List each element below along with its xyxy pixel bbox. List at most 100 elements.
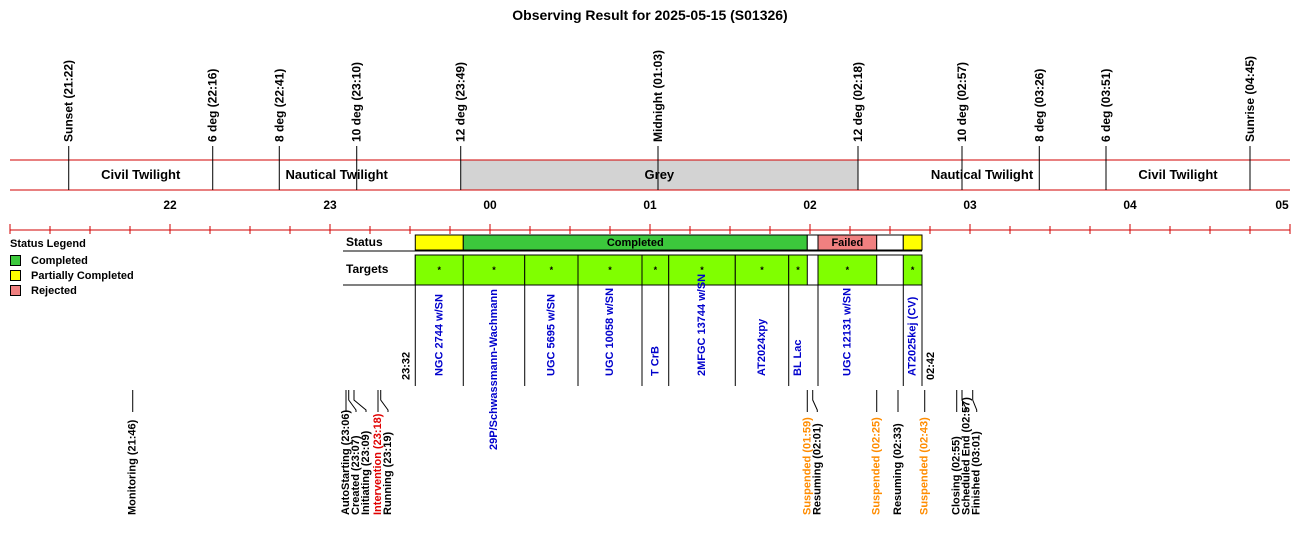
target-name-2mfgc-13744-w-sn: 2MFGC 13744 w/SN (696, 274, 708, 376)
target-marker: * (700, 265, 704, 275)
event-label-autostarting-23-06: AutoStarting (23:06) (340, 410, 352, 515)
target-name-at2025kej-cv: AT2025kej (CV) (907, 296, 919, 376)
event-label-finished-03-01: Finished (03:01) (971, 431, 983, 515)
legend-label-completed: Completed (31, 254, 88, 267)
status-segment-label-completed: Completed (607, 237, 664, 249)
event-log: Monitoring (21:46) AutoStarting (23:06)Cr… (127, 390, 983, 515)
time-mark-label-4: 12 deg (23:49) (454, 62, 468, 142)
target-block-t-crb (641, 254, 670, 286)
target-marker: * (796, 265, 800, 275)
time-marks: Sunset (21:22) 6 deg (22:16) 8 deg (22:41)… (62, 50, 1257, 190)
target-name-ugc-10058-w-sn: UGC 10058 w/SN (604, 288, 616, 376)
event-connector (380, 390, 389, 412)
event-label-monitoring-21-46: Monitoring (21:46) (127, 419, 139, 515)
target-start-time: 23:32 (400, 352, 412, 380)
axis-tick-label-22: 22 (163, 198, 177, 212)
target-marker: * (846, 265, 850, 275)
legend-item-rejected: Rejected (10, 283, 134, 298)
target-block-29p-schwassmann-wachmann (462, 254, 526, 286)
axis-tick-label-05: 05 (1275, 198, 1289, 212)
twilight-periods: Civil Twilight Nautical Twilight Grey Nauti… (10, 159, 1290, 191)
time-mark-label-9: 6 deg (03:51) (1099, 69, 1113, 142)
target-marker: * (438, 265, 442, 275)
target-name-at2024xpy: AT2024xpy (756, 318, 768, 376)
time-mark-label-10: Sunrise (04:45) (1243, 56, 1257, 142)
event-connector (812, 390, 818, 412)
period-label-civil-twilight: Civil Twilight (101, 167, 181, 182)
target-name-ugc-5695-w-sn: UGC 5695 w/SN (545, 294, 557, 376)
event-label-suspended-02-43: Suspended (02:43) (919, 417, 931, 515)
period-label-civil-twilight: Civil Twilight (1138, 167, 1218, 182)
target-marker: * (760, 265, 764, 275)
target-block-at2025kej-cv (902, 254, 923, 286)
target-marker: * (550, 265, 554, 275)
target-name-29p-schwassmann-wachmann: 29P/Schwassmann-Wachmann (488, 289, 500, 450)
status-legend: Status Legend Completed Partially Comple… (10, 238, 134, 298)
event-label-scheduled-end-02-57: Scheduled End (02:57) (961, 397, 973, 515)
target-marker: * (608, 265, 612, 275)
event-connector (972, 390, 978, 412)
target-name-t-crb: T CrB (649, 346, 661, 376)
target-name-ngc-2744-w-sn: NGC 2744 w/SN (433, 294, 445, 376)
time-mark-label-3: 10 deg (23:10) (350, 62, 364, 142)
legend-item-completed: Completed (10, 253, 134, 268)
status-segment-empty (876, 234, 904, 251)
event-label-initiating-23-09: Initiating (23:09) (360, 430, 372, 515)
target-marker: * (492, 265, 496, 275)
time-mark-label-1: 6 deg (22:16) (206, 69, 220, 142)
target-marker: * (911, 265, 915, 275)
diagram-title: Observing Result for 2025-05-15 (S01326) (512, 7, 787, 23)
event-label-created-23-07: Created (23:07) (350, 435, 362, 515)
period-label-grey: Grey (645, 167, 675, 182)
period-label-nautical-twilight: Nautical Twilight (931, 167, 1034, 182)
event-label-suspended-01-59: Suspended (01:59) (801, 417, 813, 515)
status-segment-partial (902, 234, 923, 251)
target-marker: * (654, 265, 658, 275)
targets-row: Targets * NGC 2744 w/SN * 29P/Schwassmann-Wa… (343, 254, 937, 450)
targets-row-label: Targets (346, 262, 389, 276)
legend-label-partial: Partially Completed (31, 269, 134, 282)
grey-period-fill (460, 160, 858, 190)
event-label-closing-02-55: Closing (02:55) (951, 436, 963, 515)
legend-swatch-completed (10, 255, 21, 266)
status-row: Status Completed Failed (343, 234, 923, 252)
axis-tick-label-03: 03 (963, 198, 977, 212)
axis-tick-label-01: 01 (643, 198, 657, 212)
target-block-2mfgc-13744-w-sn (668, 254, 736, 286)
target-block-ugc-12131-w-sn (817, 254, 878, 286)
target-block-ugc-10058-w-sn (577, 254, 643, 286)
status-legend-title: Status Legend (10, 238, 86, 250)
status-row-label: Status (346, 235, 383, 249)
legend-swatch-rejected (10, 285, 21, 296)
period-label-nautical-twilight: Nautical Twilight (286, 167, 389, 182)
event-label-resuming-02-01: Resuming (02:01) (811, 423, 823, 515)
target-name-bl-lac: BL Lac (792, 340, 804, 376)
axis-tick-label-23: 23 (323, 198, 337, 212)
axis-tick-label-04: 04 (1123, 198, 1137, 212)
target-block-ngc-2744-w-sn (414, 254, 464, 286)
event-label-intervention-23-18: Intervention (23:18) (372, 413, 384, 515)
time-mark-label-7: 10 deg (02:57) (955, 62, 969, 142)
legend-item-partial: Partially Completed (10, 268, 134, 283)
time-mark-label-8: 8 deg (03:26) (1032, 69, 1046, 142)
target-end-time: 02:42 (925, 352, 937, 380)
target-name-ugc-12131-w-sn: UGC 12131 w/SN (841, 288, 853, 376)
legend-swatch-partial (10, 270, 21, 281)
event-connector (348, 390, 357, 412)
status-segment-label-failed: Failed (831, 237, 863, 249)
event-label-suspended-02-25: Suspended (02:25) (871, 417, 883, 515)
time-mark-label-0: Sunset (21:22) (62, 60, 76, 142)
time-mark-label-5: Midnight (01:03) (651, 50, 665, 142)
target-block-at2024xpy (734, 254, 790, 286)
status-segment-empty (806, 234, 819, 251)
time-mark-label-2: 8 deg (22:41) (272, 69, 286, 142)
event-connector (353, 390, 367, 412)
legend-label-rejected: Rejected (31, 284, 77, 297)
status-segment-partial (414, 234, 464, 251)
axis-tick-label-00: 00 (483, 198, 497, 212)
target-block-bl-lac (788, 254, 808, 286)
event-label-running-23-19: Running (23:19) (382, 432, 394, 515)
time-mark-label-6: 12 deg (02:18) (851, 62, 865, 142)
